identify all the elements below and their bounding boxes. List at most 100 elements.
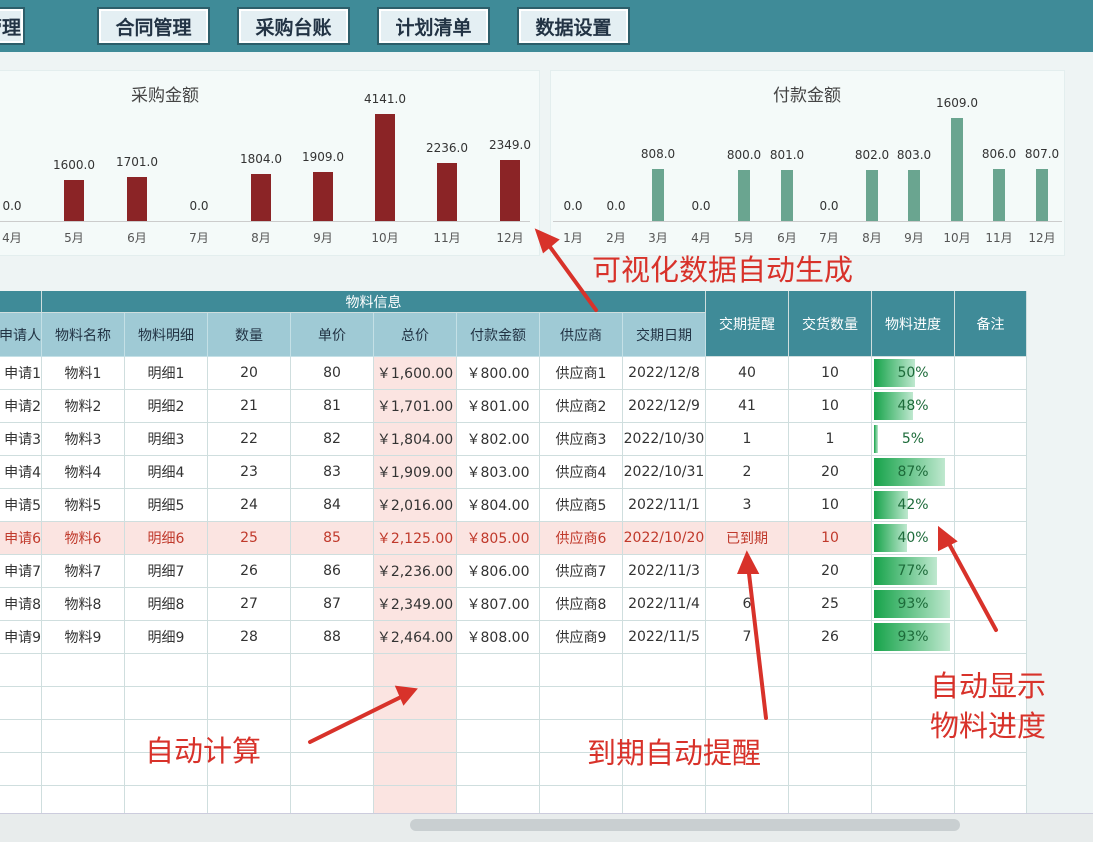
table-cell[interactable]: 2022/12/8 xyxy=(623,357,706,390)
empty-cell[interactable] xyxy=(0,720,42,753)
table-cell[interactable]: 明细8 xyxy=(125,588,208,621)
nav-button-3[interactable]: 计划清单 xyxy=(377,7,490,45)
table-cell[interactable]: ￥1,804.00 xyxy=(374,423,457,456)
table-cell[interactable]: 87% xyxy=(872,456,955,489)
table-cell[interactable]: 明细4 xyxy=(125,456,208,489)
table-cell[interactable] xyxy=(955,423,1027,456)
table-cell[interactable]: 3 xyxy=(706,489,789,522)
table-cell[interactable]: 物料7 xyxy=(42,555,125,588)
empty-cell[interactable] xyxy=(374,720,457,753)
empty-cell[interactable] xyxy=(789,753,872,786)
empty-cell[interactable] xyxy=(457,687,540,720)
table-cell[interactable]: 10 xyxy=(789,390,872,423)
table-cell[interactable]: 2022/11/5 xyxy=(623,621,706,654)
empty-cell[interactable] xyxy=(955,654,1027,687)
table-cell[interactable] xyxy=(955,357,1027,390)
empty-cell[interactable] xyxy=(208,753,291,786)
table-cell[interactable]: 28 xyxy=(208,621,291,654)
empty-cell[interactable] xyxy=(789,720,872,753)
empty-cell[interactable] xyxy=(208,687,291,720)
table-cell[interactable]: 93% xyxy=(872,588,955,621)
table-cell[interactable]: 87 xyxy=(291,588,374,621)
empty-cell[interactable] xyxy=(789,654,872,687)
table-cell[interactable]: 2 xyxy=(706,456,789,489)
table-cell[interactable]: ￥2,125.00 xyxy=(374,522,457,555)
table-cell[interactable] xyxy=(955,456,1027,489)
empty-cell[interactable] xyxy=(706,720,789,753)
table-cell[interactable] xyxy=(955,489,1027,522)
table-cell[interactable]: ￥800.00 xyxy=(457,357,540,390)
table-cell[interactable]: 物料9 xyxy=(42,621,125,654)
table-cell[interactable]: 85 xyxy=(291,522,374,555)
table-cell[interactable]: 20 xyxy=(789,555,872,588)
scrollbar-thumb[interactable] xyxy=(410,819,960,831)
empty-cell[interactable] xyxy=(872,654,955,687)
table-cell[interactable] xyxy=(955,522,1027,555)
table-cell[interactable]: ￥806.00 xyxy=(457,555,540,588)
table-cell[interactable]: 物料4 xyxy=(42,456,125,489)
table-cell[interactable]: ￥2,349.00 xyxy=(374,588,457,621)
table-cell[interactable]: ￥807.00 xyxy=(457,588,540,621)
table-cell[interactable]: ￥802.00 xyxy=(457,423,540,456)
table-cell[interactable]: 明细3 xyxy=(125,423,208,456)
table-cell[interactable]: 申请6 xyxy=(0,522,42,555)
table-cell[interactable]: ￥2,236.00 xyxy=(374,555,457,588)
empty-cell[interactable] xyxy=(706,654,789,687)
empty-cell[interactable] xyxy=(955,687,1027,720)
table-cell[interactable]: 供应商1 xyxy=(540,357,623,390)
table-cell[interactable]: 41 xyxy=(706,390,789,423)
table-cell[interactable]: 88 xyxy=(291,621,374,654)
table-cell[interactable]: 明细1 xyxy=(125,357,208,390)
table-cell[interactable]: ￥805.00 xyxy=(457,522,540,555)
table-cell[interactable]: ￥808.00 xyxy=(457,621,540,654)
empty-cell[interactable] xyxy=(374,654,457,687)
table-cell[interactable]: ￥2,464.00 xyxy=(374,621,457,654)
empty-cell[interactable] xyxy=(0,654,42,687)
empty-cell[interactable] xyxy=(291,687,374,720)
empty-cell[interactable] xyxy=(457,654,540,687)
table-cell[interactable]: 物料6 xyxy=(42,522,125,555)
table-cell[interactable]: 申请1 xyxy=(0,357,42,390)
horizontal-scrollbar[interactable] xyxy=(0,813,1093,842)
table-cell[interactable]: 20 xyxy=(789,456,872,489)
table-cell[interactable]: 物料1 xyxy=(42,357,125,390)
empty-cell[interactable] xyxy=(789,687,872,720)
empty-cell[interactable] xyxy=(872,687,955,720)
empty-cell[interactable] xyxy=(457,720,540,753)
empty-cell[interactable] xyxy=(0,753,42,786)
table-cell[interactable]: 10 xyxy=(789,357,872,390)
table-cell[interactable]: 物料5 xyxy=(42,489,125,522)
empty-cell[interactable] xyxy=(125,720,208,753)
empty-cell[interactable] xyxy=(208,720,291,753)
nav-button-0[interactable]: 商管理 xyxy=(0,7,25,45)
table-cell[interactable]: ￥801.00 xyxy=(457,390,540,423)
table-cell[interactable]: 84 xyxy=(291,489,374,522)
table-cell[interactable]: 供应商8 xyxy=(540,588,623,621)
table-cell[interactable]: 25 xyxy=(789,588,872,621)
empty-cell[interactable] xyxy=(457,753,540,786)
empty-cell[interactable] xyxy=(540,753,623,786)
table-cell[interactable]: 明细7 xyxy=(125,555,208,588)
table-cell[interactable]: 1 xyxy=(789,423,872,456)
empty-cell[interactable] xyxy=(125,687,208,720)
empty-cell[interactable] xyxy=(955,753,1027,786)
table-cell[interactable]: ￥803.00 xyxy=(457,456,540,489)
table-cell[interactable]: 23 xyxy=(208,456,291,489)
table-cell[interactable]: 80 xyxy=(291,357,374,390)
empty-cell[interactable] xyxy=(872,720,955,753)
empty-cell[interactable] xyxy=(42,720,125,753)
table-cell[interactable]: 明细2 xyxy=(125,390,208,423)
table-cell[interactable]: 物料8 xyxy=(42,588,125,621)
table-cell[interactable]: 物料3 xyxy=(42,423,125,456)
table-cell[interactable]: 40% xyxy=(872,522,955,555)
table-cell[interactable]: ￥1,701.00 xyxy=(374,390,457,423)
table-cell[interactable]: 24 xyxy=(208,489,291,522)
table-cell[interactable] xyxy=(955,621,1027,654)
table-cell[interactable]: 93% xyxy=(872,621,955,654)
table-cell[interactable] xyxy=(706,555,789,588)
empty-cell[interactable] xyxy=(291,753,374,786)
empty-cell[interactable] xyxy=(42,753,125,786)
table-cell[interactable]: 22 xyxy=(208,423,291,456)
empty-cell[interactable] xyxy=(291,720,374,753)
table-cell[interactable]: 40 xyxy=(706,357,789,390)
